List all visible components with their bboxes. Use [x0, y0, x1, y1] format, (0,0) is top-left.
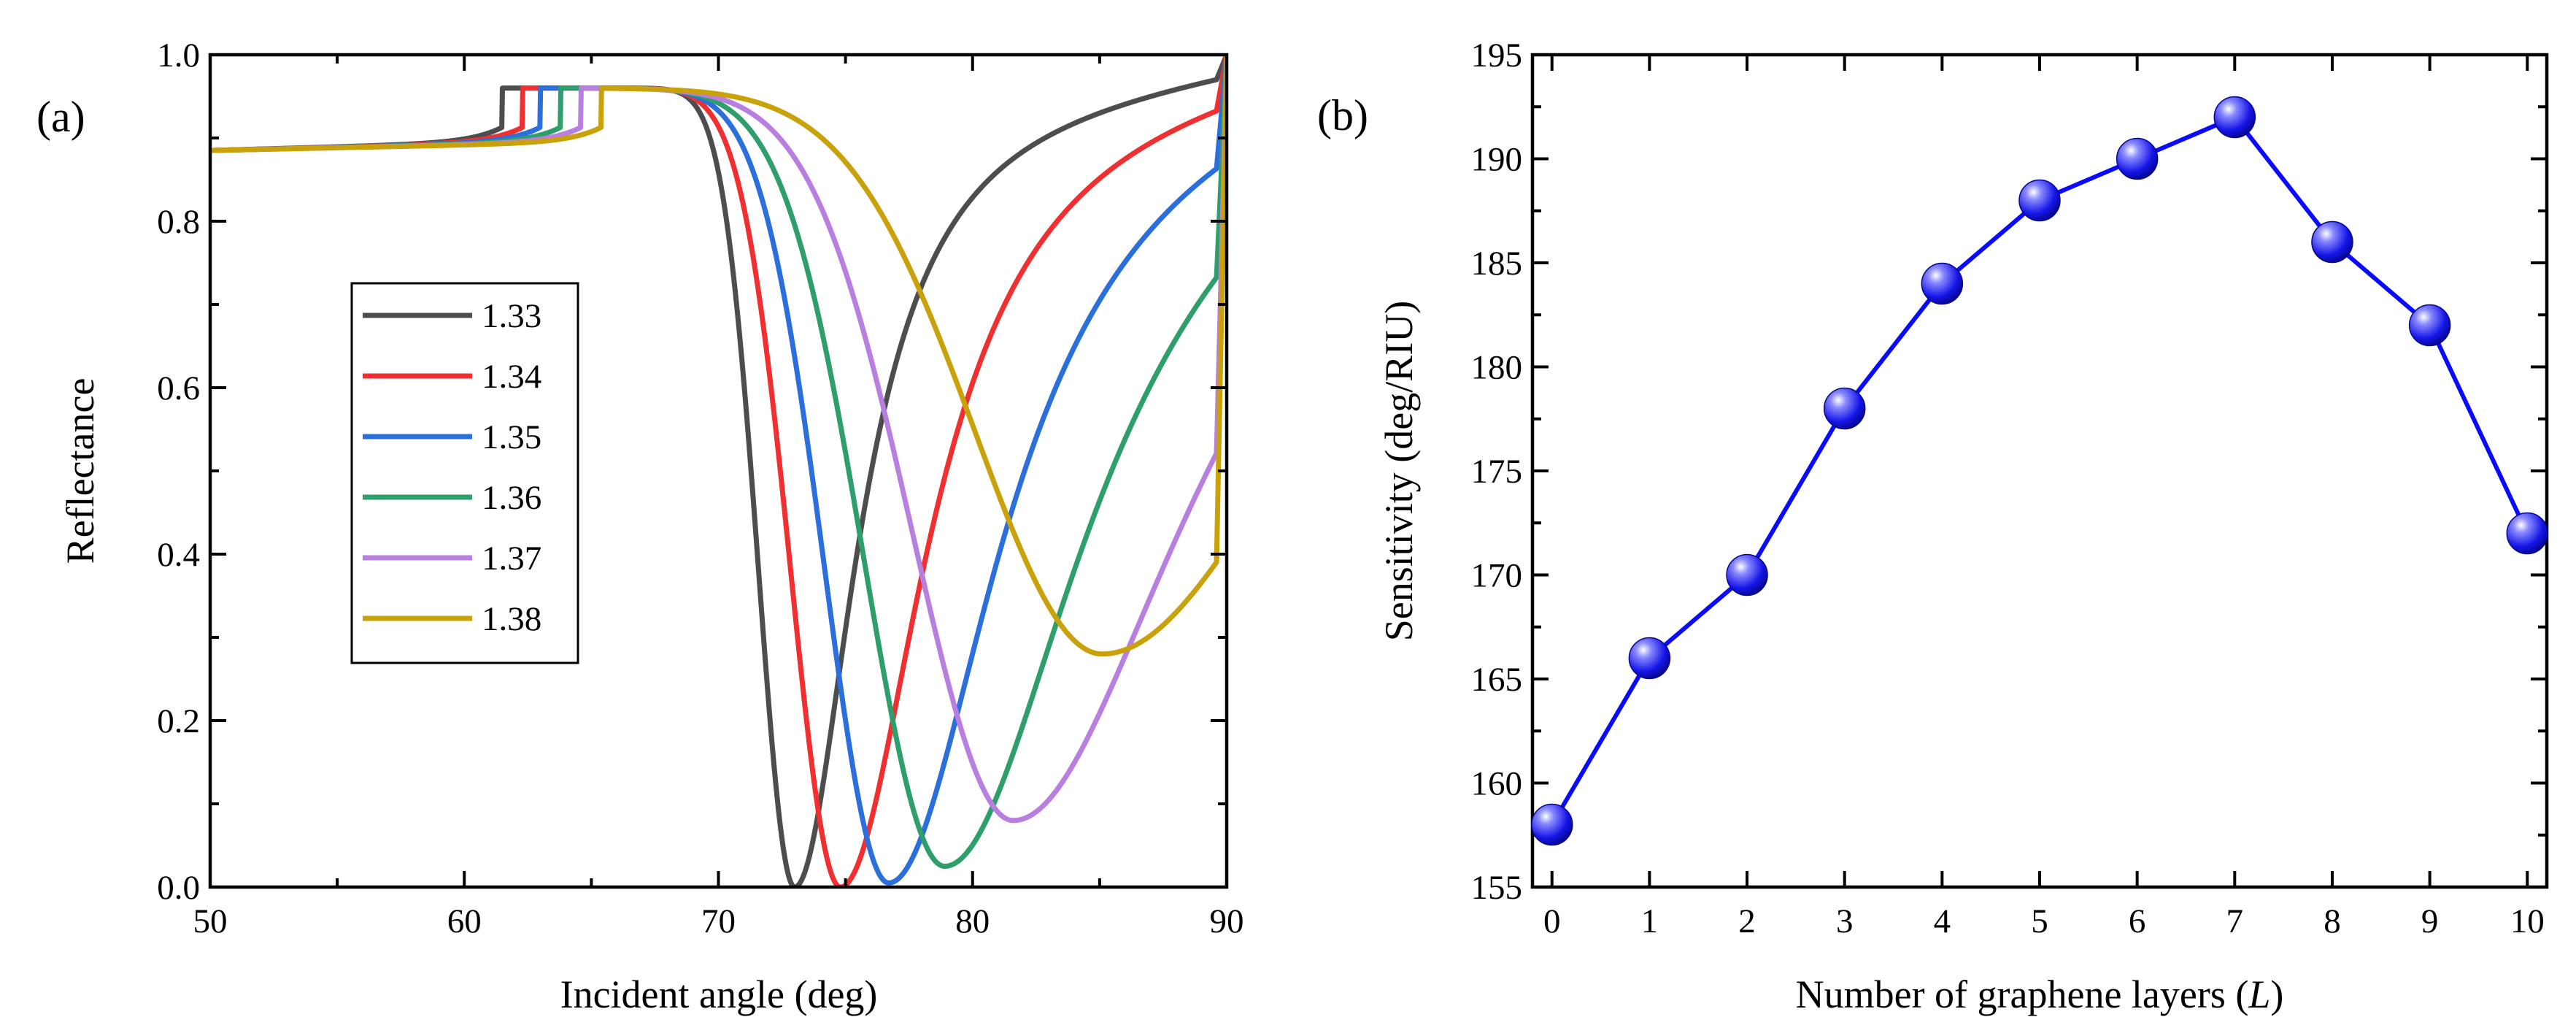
y-tick-label: 175	[1471, 453, 1523, 491]
data-point-L5	[2018, 179, 2061, 222]
panel-a-legend: 1.33 1.34 1.35 1.36 1.37 1.38	[350, 282, 579, 664]
curve-n-1-38	[210, 55, 1227, 657]
sensitivity-series	[1530, 96, 2549, 846]
legend-label: 1.33	[482, 297, 541, 335]
x-tick-label: 4	[1934, 902, 1951, 940]
x-tick-label: 8	[2324, 902, 2341, 940]
x-tick-label: 10	[2510, 902, 2545, 940]
y-tick-label: 0.6	[157, 369, 200, 407]
data-point-L9	[2408, 304, 2451, 347]
x-tick-label: 50	[193, 902, 228, 940]
x-tick-label: 2	[1738, 902, 1756, 940]
sensitivity-line	[1550, 115, 2529, 826]
x-tick-label: 80	[955, 902, 990, 940]
x-tick-label: 5	[2031, 902, 2048, 940]
y-tick-label: 0.8	[157, 203, 200, 241]
panel-b-ticks: 0 1 2 3 4 5 6 7 8 9 10 155 160 165 170 175 180 185 190 195	[1471, 37, 2547, 940]
panel-a-ticks: 50 60 70 80 90 0.0 0.2 0.4 0.6 0.8 1.0	[157, 37, 1243, 940]
legend-label: 1.36	[482, 479, 541, 517]
y-tick-label: 195	[1471, 37, 1523, 74]
x-tick-label: 6	[2129, 902, 2146, 940]
panel-a-x-axis-label: Incident angle (deg)	[560, 972, 878, 1016]
y-tick-label: 170	[1471, 557, 1523, 595]
y-tick-label: 165	[1471, 661, 1523, 699]
legend-label: 1.34	[482, 358, 541, 396]
x-tick-label: 3	[1836, 902, 1854, 940]
panel-a-reflectance-chart: (a) 50 60 70 80 90 0.0 0.2 0.4 0.6 0.8 1.0 Inciden…	[36, 37, 1244, 1016]
x-tick-label: 0	[1543, 902, 1561, 940]
panel-b-sensitivity-chart: (b) 0 1 2 3 4 5 6 7 8 9 10 155 160 165 170 175 180 185 190…	[1317, 37, 2549, 1016]
x-tick-label: 60	[447, 902, 482, 940]
legend-label: 1.35	[482, 418, 541, 456]
data-point-L3	[1823, 387, 1866, 430]
x-tick-label: 90	[1210, 902, 1244, 940]
reflectance-curves	[210, 55, 1227, 887]
data-point-L1	[1628, 637, 1671, 680]
data-point-L10	[2506, 512, 2549, 555]
data-point-L8	[2311, 220, 2353, 264]
data-point-L0	[1530, 803, 1573, 846]
panel-b-x-axis-label: Number of graphene layers (L)	[1796, 972, 2284, 1016]
x-tick-label: 1	[1641, 902, 1659, 940]
data-point-L7	[2213, 96, 2256, 139]
y-tick-label: 190	[1471, 141, 1523, 179]
y-tick-label: 0.0	[157, 869, 200, 907]
x-tick-label: 7	[2226, 902, 2244, 940]
legend-label: 1.38	[482, 600, 541, 638]
y-tick-label: 160	[1471, 765, 1523, 803]
data-point-L6	[2116, 137, 2159, 180]
panel-b-y-axis-label: Sensitivity (deg/RIU)	[1377, 301, 1421, 641]
y-tick-label: 0.4	[157, 536, 200, 574]
y-tick-label: 180	[1471, 349, 1523, 387]
y-tick-label: 155	[1471, 869, 1523, 907]
x-tick-label: 70	[701, 902, 736, 940]
data-point-L2	[1726, 553, 1768, 596]
panel-a-y-axis-label: Reflectance	[58, 378, 102, 564]
x-tick-label: 9	[2421, 902, 2439, 940]
y-tick-label: 185	[1471, 245, 1523, 283]
y-tick-label: 0.2	[157, 702, 200, 740]
panel-a-label: (a)	[36, 93, 85, 141]
data-point-L4	[1921, 262, 1964, 305]
legend-box	[350, 282, 579, 664]
legend-label: 1.37	[482, 540, 541, 578]
y-tick-label: 1.0	[157, 37, 200, 74]
panel-b-label: (b)	[1317, 91, 1368, 139]
